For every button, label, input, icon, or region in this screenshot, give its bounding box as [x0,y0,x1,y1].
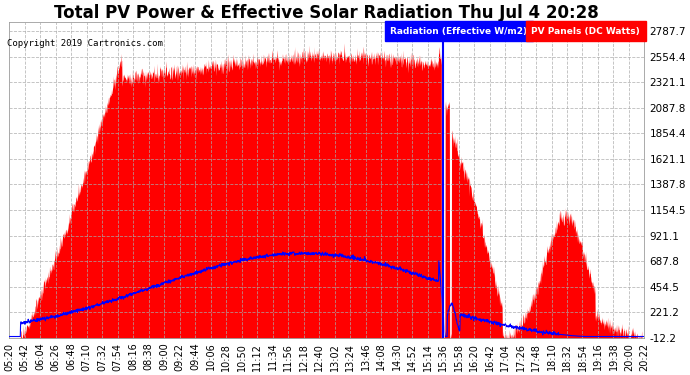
Legend: Radiation (Effective W/m2), PV Panels (DC Watts): Radiation (Effective W/m2), PV Panels (D… [386,24,642,39]
Title: Total PV Power & Effective Solar Radiation Thu Jul 4 20:28: Total PV Power & Effective Solar Radiati… [55,4,599,22]
Text: Copyright 2019 Cartronics.com: Copyright 2019 Cartronics.com [7,39,163,48]
